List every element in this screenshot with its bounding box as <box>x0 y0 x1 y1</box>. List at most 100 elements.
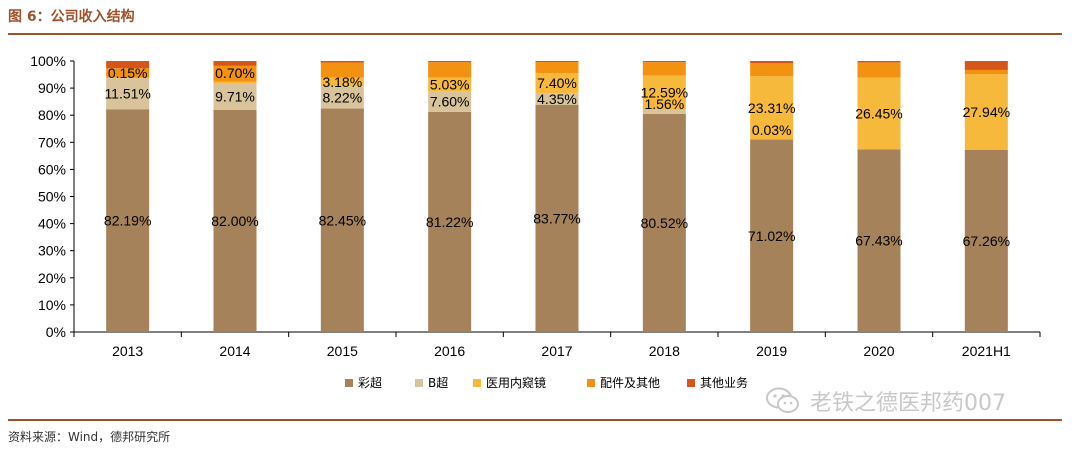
y-tick-label: 30% <box>38 243 66 259</box>
data-label: 82.45% <box>319 212 366 228</box>
chart-data-labels: 82.19% 11.51% 0.15% 82.00% 9.71% 0.70% 82.45% 8… <box>104 65 1010 249</box>
data-label: 0.03% <box>752 122 792 138</box>
data-label: 9.71% <box>215 89 255 105</box>
bar-segment <box>964 61 1008 70</box>
bar-segment <box>750 76 794 140</box>
y-tick-label: 0% <box>46 324 66 340</box>
legend-label: 医用内窥镜 <box>486 375 546 390</box>
y-tick-label: 60% <box>38 161 66 177</box>
bar-segment <box>535 62 579 74</box>
data-label: 81.22% <box>426 214 473 230</box>
bar-segment <box>106 109 150 332</box>
data-label: 27.94% <box>963 104 1010 120</box>
data-label: 67.26% <box>963 233 1010 249</box>
legend-label: 其他业务 <box>700 375 748 390</box>
bar-segment <box>213 83 257 110</box>
y-tick-label: 100% <box>30 53 66 69</box>
data-label: 8.22% <box>322 89 362 105</box>
source-note: 资料来源：Wind，德邦研究所 <box>8 430 171 444</box>
legend-swatch <box>473 379 481 387</box>
data-label: 83.77% <box>533 210 580 226</box>
bar-segment <box>213 109 257 332</box>
bar-segment <box>642 75 686 110</box>
bar-segment <box>320 77 364 87</box>
bar-segment <box>320 61 364 63</box>
figure-title: 图 6：公司收入结构 <box>8 9 135 25</box>
bar-segment <box>964 69 1008 75</box>
bar-segment <box>213 61 257 66</box>
bar-segment <box>750 61 794 64</box>
x-tick-label: 2018 <box>649 343 680 359</box>
bar-segment <box>106 68 150 78</box>
wechat-icon <box>766 387 799 413</box>
chart-axes: 0% 10% 20% 30% 40% 50% 60% 70% 80% 90% 100% 2013 201… <box>30 53 1041 359</box>
bar-segment <box>535 93 579 105</box>
bar-segment <box>106 61 150 69</box>
watermark: 老铁之德医邦药007 <box>766 385 1006 417</box>
y-tick-label: 50% <box>38 189 66 205</box>
x-tick-label: 2020 <box>863 343 894 359</box>
bar-segment <box>213 81 257 84</box>
data-label: 7.60% <box>430 94 470 110</box>
bar-segment <box>535 104 579 332</box>
bar-segment <box>857 62 901 78</box>
bar-segment <box>320 86 364 109</box>
data-label: 26.45% <box>855 105 902 121</box>
x-tick-label: 2017 <box>541 343 572 359</box>
data-label: 11.51% <box>104 86 150 102</box>
data-label: 82.19% <box>104 213 151 229</box>
bar-segment <box>964 149 1008 332</box>
y-tick-label: 80% <box>38 107 66 123</box>
data-label: 0.70% <box>215 65 255 81</box>
bar-segment <box>428 111 472 332</box>
bar-segment <box>642 62 686 76</box>
chart-bars <box>106 61 1008 332</box>
data-label: 71.02% <box>748 228 795 244</box>
bar-segment <box>213 65 257 82</box>
top-rule <box>8 33 1062 35</box>
y-tick-label: 10% <box>38 297 66 313</box>
bottom-rule <box>8 419 1062 421</box>
bar-segment <box>642 113 686 332</box>
bar-segment <box>428 62 472 78</box>
data-label: 4.35% <box>537 91 577 107</box>
bar-segment <box>642 109 686 114</box>
bar-segment <box>106 78 150 110</box>
bar-segment <box>320 108 364 332</box>
data-label: 0.15% <box>108 65 148 81</box>
x-tick-label: 2021H1 <box>962 343 1011 359</box>
x-tick-label: 2013 <box>112 343 143 359</box>
data-label: 7.40% <box>537 75 577 91</box>
watermark-text: 老铁之德医邦药007 <box>810 391 1006 416</box>
data-label: 80.52% <box>641 215 688 231</box>
bar-segment <box>857 61 901 63</box>
bar-segment <box>428 61 472 63</box>
y-tick-label: 90% <box>38 80 66 96</box>
bar-segment <box>750 63 794 77</box>
x-tick-label: 2015 <box>327 343 358 359</box>
bar-segment <box>428 91 472 112</box>
bar-segment <box>642 61 686 63</box>
chart-legend: 彩超 B超 医用内窥镜 配件及其他 其他业务 <box>345 375 748 390</box>
data-label: 82.00% <box>211 213 258 229</box>
legend-label: B超 <box>428 375 448 390</box>
bar-segment <box>428 77 472 92</box>
legend-swatch <box>587 379 595 387</box>
bar-segment <box>535 73 579 94</box>
bar-segment <box>857 149 901 332</box>
bar-segment <box>535 61 579 63</box>
bar-segment <box>857 77 901 150</box>
legend-swatch <box>687 379 695 387</box>
data-label: 5.03% <box>430 76 470 92</box>
data-label: 1.56% <box>644 96 684 112</box>
x-tick-label: 2014 <box>219 343 250 359</box>
data-label: 3.18% <box>322 74 362 90</box>
legend-swatch <box>345 379 353 387</box>
y-tick-label: 40% <box>38 216 66 232</box>
y-tick-label: 20% <box>38 270 66 286</box>
data-label: 67.43% <box>855 233 902 249</box>
legend-label: 配件及其他 <box>600 376 660 390</box>
x-tick-label: 2016 <box>434 343 465 359</box>
legend-swatch <box>415 379 423 387</box>
